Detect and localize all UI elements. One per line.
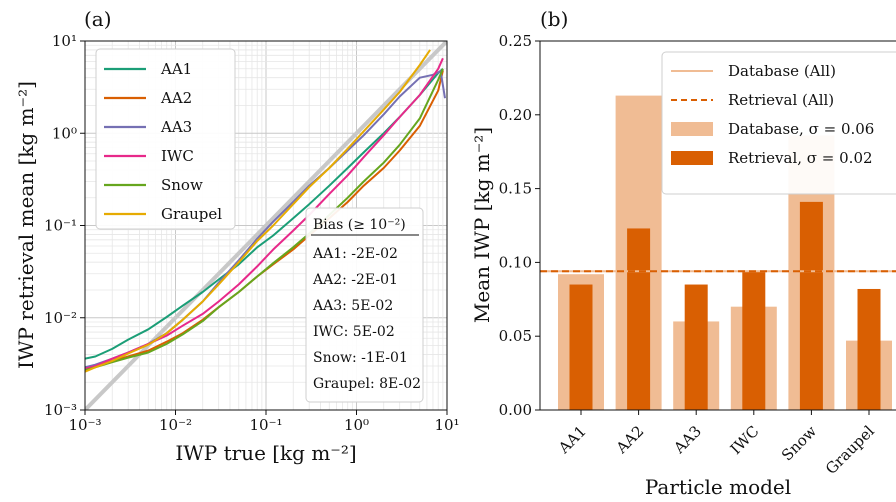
panel-a: (a) 10⁻³10⁻³10⁻²10⁻²10⁻¹10⁻¹10⁰10⁰10¹10¹… <box>14 7 460 465</box>
x-tick-label-aa1: AA1 <box>554 422 590 458</box>
x-tick-label-aa3: AA3 <box>670 422 706 458</box>
y-tick-label: 10⁰ <box>52 124 77 142</box>
legend-label-retrieval-0-02: Retrieval, σ = 0.02 <box>728 149 873 167</box>
y-tick-label: 0.25 <box>499 32 532 50</box>
legend-swatch-retrieval-0-02 <box>671 151 713 165</box>
bias-entry-graupel: Graupel: 8E-02 <box>313 376 421 392</box>
y-tick-label: 0.15 <box>499 180 532 198</box>
bar-retrieval-graupel <box>858 289 881 410</box>
legend-label-retrieval-all: Retrieval (All) <box>728 91 834 109</box>
bar-retrieval-snow <box>800 202 823 410</box>
x-tick-label: 10¹ <box>434 416 459 434</box>
panel-a-xlabel: IWP true [kg m⁻²] <box>175 441 356 465</box>
bias-entry-iwc: IWC: 5E-02 <box>313 324 395 340</box>
panel-b-label: (b) <box>540 7 568 31</box>
y-tick-label: 10⁻¹ <box>44 217 77 235</box>
panel-a-legend: AA1 AA2 AA3 IWC Snow Graupel <box>96 49 235 229</box>
legend-label-iwc: IWC <box>161 147 194 165</box>
y-tick-label: 10⁻³ <box>44 401 77 419</box>
panel-b-ylabel: Mean IWP [kg m⁻²] <box>470 127 494 323</box>
legend-label-snow: Snow <box>161 176 203 194</box>
legend-label-aa2: AA2 <box>160 89 192 107</box>
bias-entry-aa2: AA2: -2E-01 <box>312 272 398 288</box>
x-tick-label-snow: Snow <box>778 422 820 464</box>
bar-retrieval-aa1 <box>570 285 593 410</box>
y-tick-label: 10⁻² <box>44 309 77 327</box>
legend-label-aa3: AA3 <box>160 118 192 136</box>
y-tick-label: 0.10 <box>499 253 532 271</box>
bias-entry-aa1: AA1: -2E-02 <box>312 246 398 262</box>
panel-b-legend: Database (All) Retrieval (All) Database, σ… <box>662 52 896 194</box>
y-tick-label: 0.00 <box>499 401 532 419</box>
bias-entry-aa3: AA3: 5E-02 <box>312 298 393 314</box>
legend-label-graupel: Graupel <box>161 205 222 223</box>
y-tick-label: 0.05 <box>499 327 532 345</box>
x-tick-label: 10⁰ <box>344 416 369 434</box>
panel-a-label: (a) <box>84 7 112 31</box>
bias-box: Bias (≥ 10⁻²) AA1: -2E-02 AA2: -2E-01 AA… <box>306 208 423 402</box>
x-tick-label-aa2: AA2 <box>612 422 648 458</box>
legend-label-aa1: AA1 <box>160 60 192 78</box>
bar-retrieval-iwc <box>742 271 765 410</box>
legend-label-database-0-06: Database, σ = 0.06 <box>728 120 874 138</box>
y-tick-label: 0.20 <box>499 106 532 124</box>
legend-swatch-database-0-06 <box>671 122 713 136</box>
x-tick-label: 10⁻¹ <box>249 416 282 434</box>
bias-title: Bias (≥ 10⁻²) <box>313 217 406 233</box>
panel-b: (b) 0.00 0.05 0.10 0.15 0.20 0.25 AA1 AA2 AA3 IWC… <box>470 7 896 499</box>
panel-b-xlabel: Particle model <box>645 475 791 499</box>
bar-retrieval-aa3 <box>685 285 708 410</box>
panel-a-ylabel: IWP retrieval mean [kg m⁻²] <box>14 81 38 369</box>
bias-entry-snow: Snow: -1E-01 <box>313 350 408 366</box>
y-tick-label: 10¹ <box>52 32 77 50</box>
x-tick-label-graupel: Graupel <box>822 422 878 478</box>
x-tick-label-iwc: IWC <box>727 422 763 458</box>
bar-retrieval-aa2 <box>627 228 650 410</box>
legend-label-database-all: Database (All) <box>728 62 836 80</box>
x-tick-label: 10⁻² <box>159 416 192 434</box>
